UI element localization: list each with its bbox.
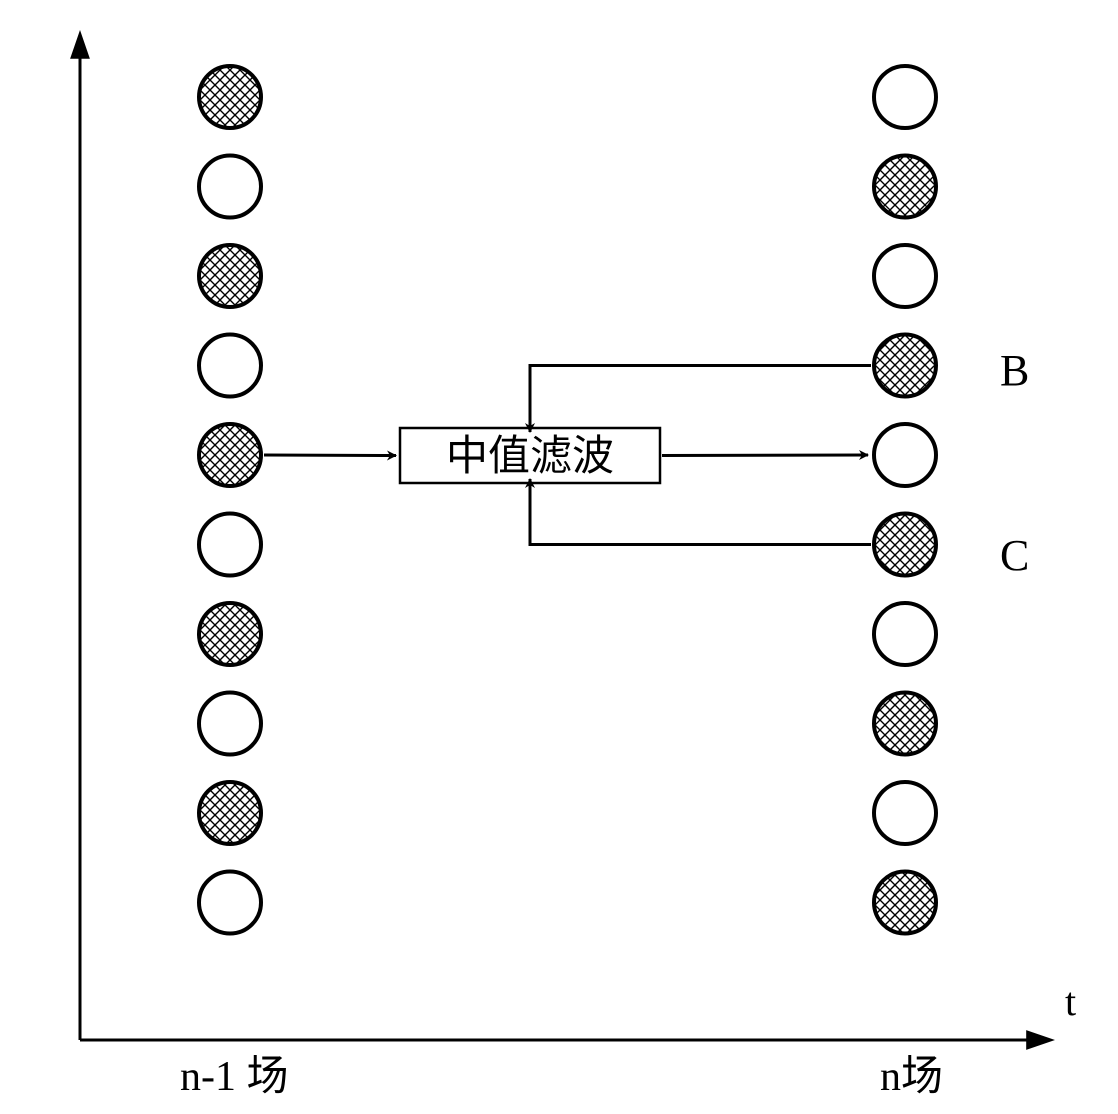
right-circle-2 [874,245,936,307]
left-circle-3 [199,335,261,397]
left-circle-2 [199,245,261,307]
right-circle-1 [874,156,936,218]
left-circle-5 [199,514,261,576]
left-circle-7 [199,693,261,755]
right-circle-8 [874,782,936,844]
right-circle-7 [874,693,936,755]
left-circle-8 [199,782,261,844]
arrow-b-to-box [530,366,871,433]
right-circle-9 [874,872,936,934]
label-left-column: n-1 场 [180,1054,289,1100]
left-circle-4 [199,424,261,486]
arrow-c-to-box [530,479,871,545]
right-circle-0 [874,66,936,128]
right-circle-3 [874,335,936,397]
arrow-left-to-box [264,455,396,456]
right-circle-5 [874,514,936,576]
label-b: B [1000,346,1029,395]
left-circle-1 [199,156,261,218]
left-circle-6 [199,603,261,665]
left-circle-9 [199,872,261,934]
right-circle-6 [874,603,936,665]
x-axis-arrow [1026,1030,1055,1050]
left-circle-0 [199,66,261,128]
diagram-svg: 中值滤波 B Ct n-1 场 n场 [0,0,1118,1114]
label-right-column: n场 [880,1054,943,1100]
label-c: C [1000,531,1029,580]
arrow-box-to-output [662,455,868,456]
median-filter-label: 中值滤波 [446,434,614,480]
diagram-container: 中值滤波 B Ct n-1 场 n场 [0,0,1118,1114]
y-axis-arrow [70,30,90,59]
right-circle-4 [874,424,936,486]
label-t: t [1065,979,1076,1024]
